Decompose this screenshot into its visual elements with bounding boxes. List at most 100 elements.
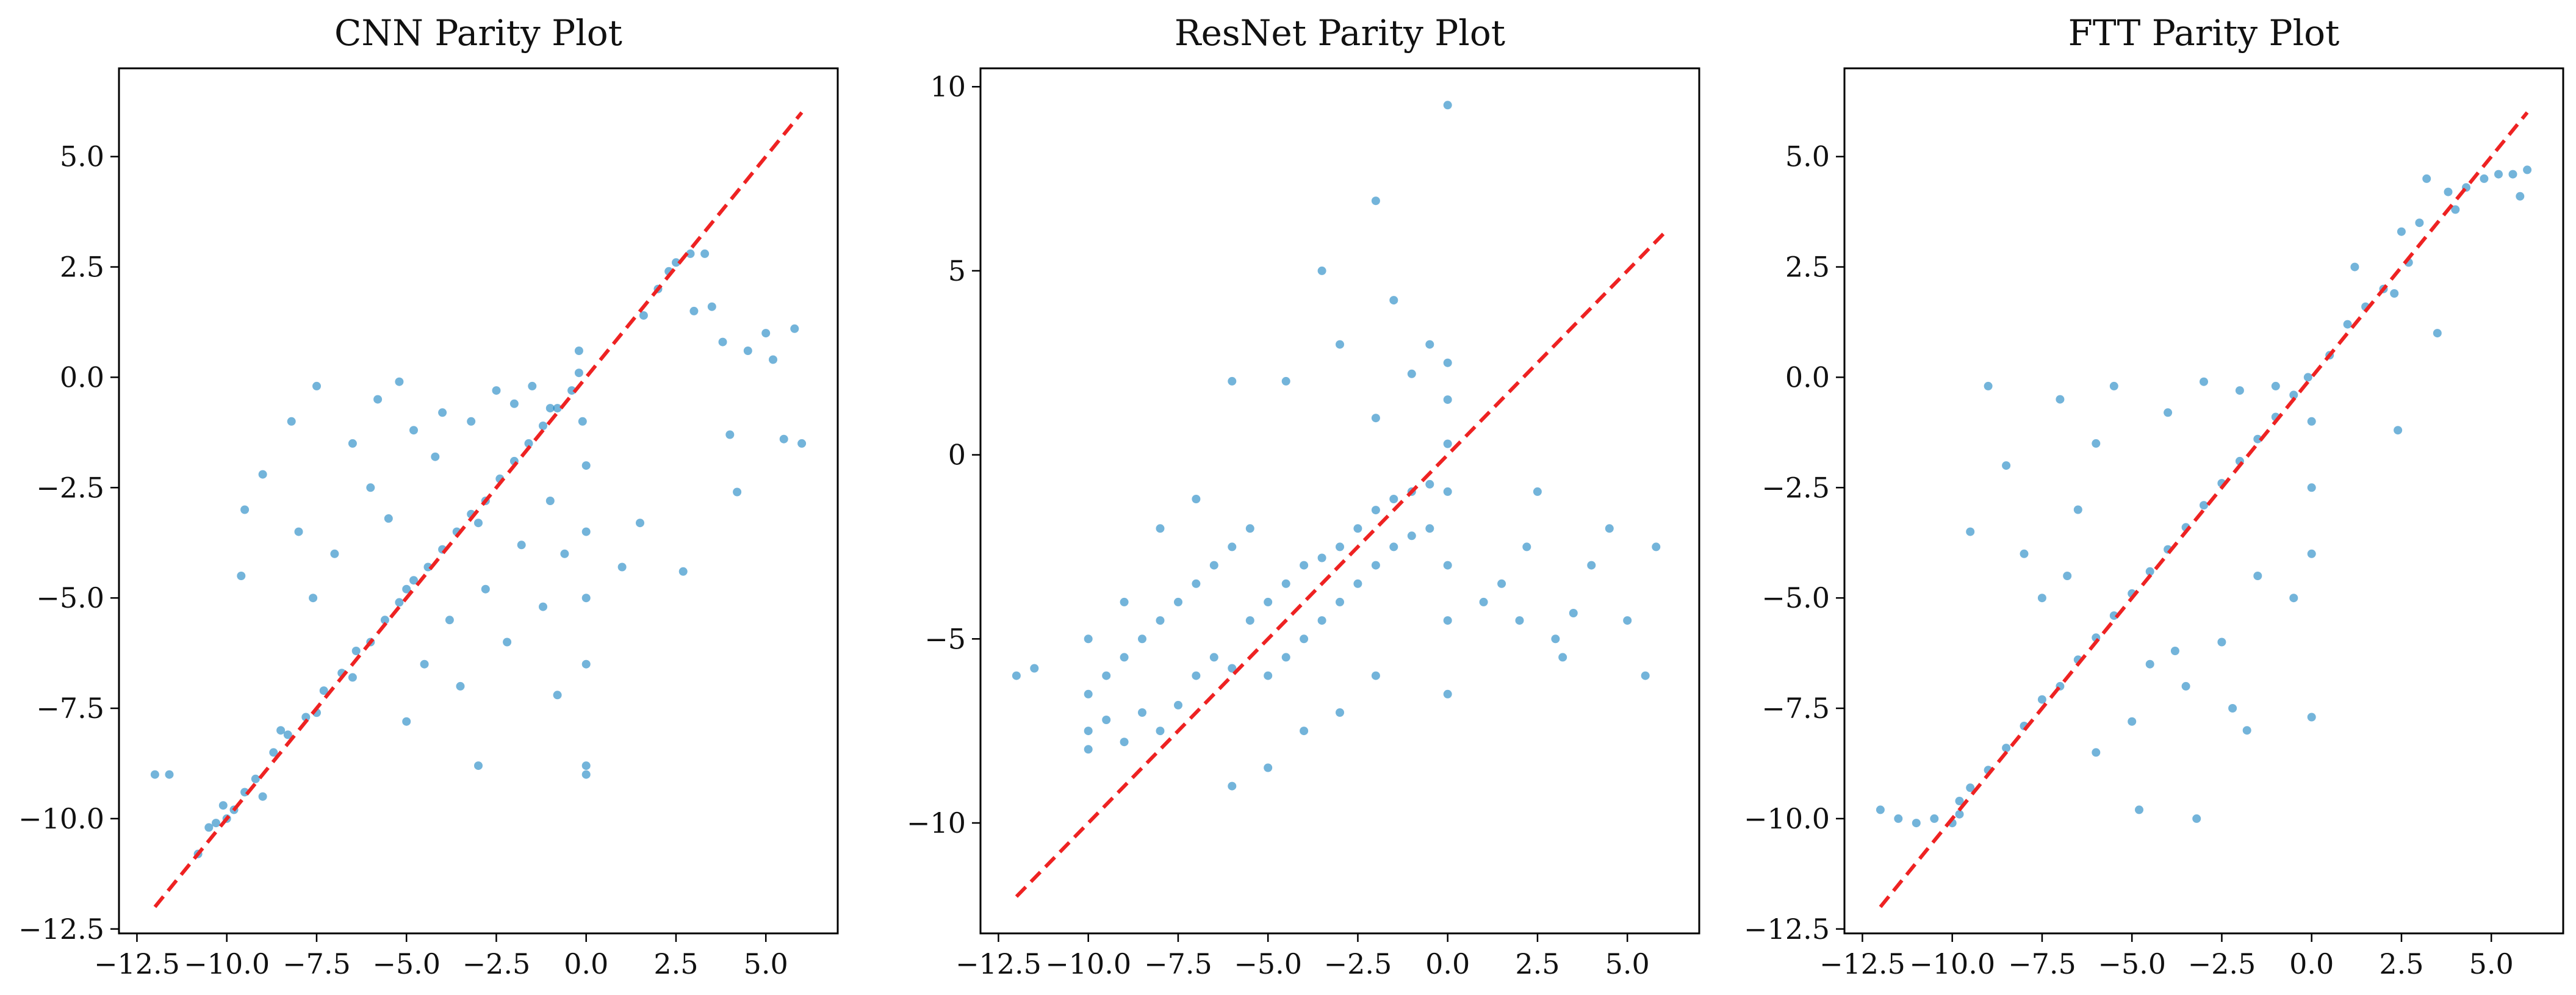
data-point [258,792,267,801]
data-point [1228,781,1237,791]
data-point [1389,542,1398,551]
data-point [2092,439,2101,448]
data-point [560,549,569,558]
data-point [524,439,533,448]
x-tick-label: 5.0 [744,947,788,980]
data-point [2200,377,2208,386]
data-point [1012,671,1021,680]
data-point [1587,561,1596,570]
data-point [2109,611,2118,620]
data-point [240,505,250,514]
data-point [1281,579,1290,588]
data-point [1551,634,1560,644]
data-point [1443,487,1452,496]
resnet-parity-panel: ResNet Parity Plot −12.5 −10.0 −7.5 −5.0 −2.… [907,12,1700,980]
data-point [380,616,389,625]
y-tick-label: −2.5 [1761,471,1830,504]
data-point [1569,609,1578,617]
data-point [2128,717,2137,726]
data-point [2289,390,2298,400]
data-point [1084,634,1093,644]
y-tick-label: −2.5 [36,471,104,504]
data-point [700,249,710,258]
cnn-parity-panel: CNN Parity Plot −12.5 −10.0 −7.5 −5.0 −2.5 0.… [18,12,839,980]
data-point [402,717,411,726]
y-tick-label: −5.0 [36,581,104,614]
data-point [445,616,454,625]
data-point [1138,708,1146,717]
data-point [733,487,742,497]
data-point [1955,810,1964,819]
data-point [1522,542,1531,551]
chart-title: CNN Parity Plot [334,12,622,54]
data-point [769,355,777,364]
data-point [1641,671,1650,680]
data-point [1623,616,1632,625]
data-point [348,673,357,682]
data-point [402,584,411,594]
axes-frame [979,67,1700,935]
data-point [1443,358,1452,367]
y-tick-label: 0 [948,439,966,472]
data-point [481,584,490,594]
data-point [1407,531,1416,541]
data-point [686,249,695,258]
data-point [578,417,587,426]
data-point [581,461,591,470]
data-point [395,598,404,607]
data-point [1443,439,1452,448]
data-point [1425,524,1434,533]
y-tick-label: 10 [930,70,966,103]
data-point [2135,805,2143,814]
data-point [2002,461,2011,470]
chart-title: FTT Parity Plot [2068,12,2340,54]
data-point [1389,296,1398,305]
data-point [503,638,512,647]
data-point [1209,561,1218,570]
data-point [718,337,727,347]
data-point [384,514,393,523]
data-point [743,347,752,355]
data-point [1300,727,1309,736]
y-tick-label: −7.5 [1761,692,1830,725]
data-point [269,748,278,757]
data-point [1652,542,1661,551]
data-point [467,417,476,426]
data-point [779,434,788,444]
data-point [581,659,591,669]
data-point [409,576,418,585]
axes-frame [118,67,839,935]
x-tick-label: 2.5 [1515,947,1560,980]
data-point [1228,542,1237,551]
data-point [1371,506,1380,515]
data-point [2350,262,2359,271]
axes-frame [1843,67,2564,935]
x-tick-label: −5.0 [2098,947,2166,980]
data-point [431,452,440,461]
data-point [492,386,501,395]
y-tick-label: −12.5 [1744,913,1830,946]
data-point [1174,597,1182,606]
data-point [617,562,627,572]
data-point [1558,653,1567,662]
data-point [1336,340,1344,349]
data-point [539,422,547,430]
data-point [2235,386,2244,395]
data-point [2307,713,2316,722]
x-tick-label: −10.0 [184,947,270,980]
data-point [790,324,799,333]
data-point [1156,727,1165,736]
data-point [1084,727,1093,736]
data-point [1515,616,1524,625]
data-point [2451,205,2460,214]
data-point [1281,653,1290,662]
x-tick-label: 0.0 [564,947,608,980]
data-point [294,527,303,536]
data-point [2002,744,2011,753]
data-point [2303,373,2312,382]
data-point [1245,524,1254,533]
data-point [1317,266,1326,275]
y-axis-ticks: −10 −5 0 5 10 [907,70,980,839]
data-point [1209,653,1218,662]
